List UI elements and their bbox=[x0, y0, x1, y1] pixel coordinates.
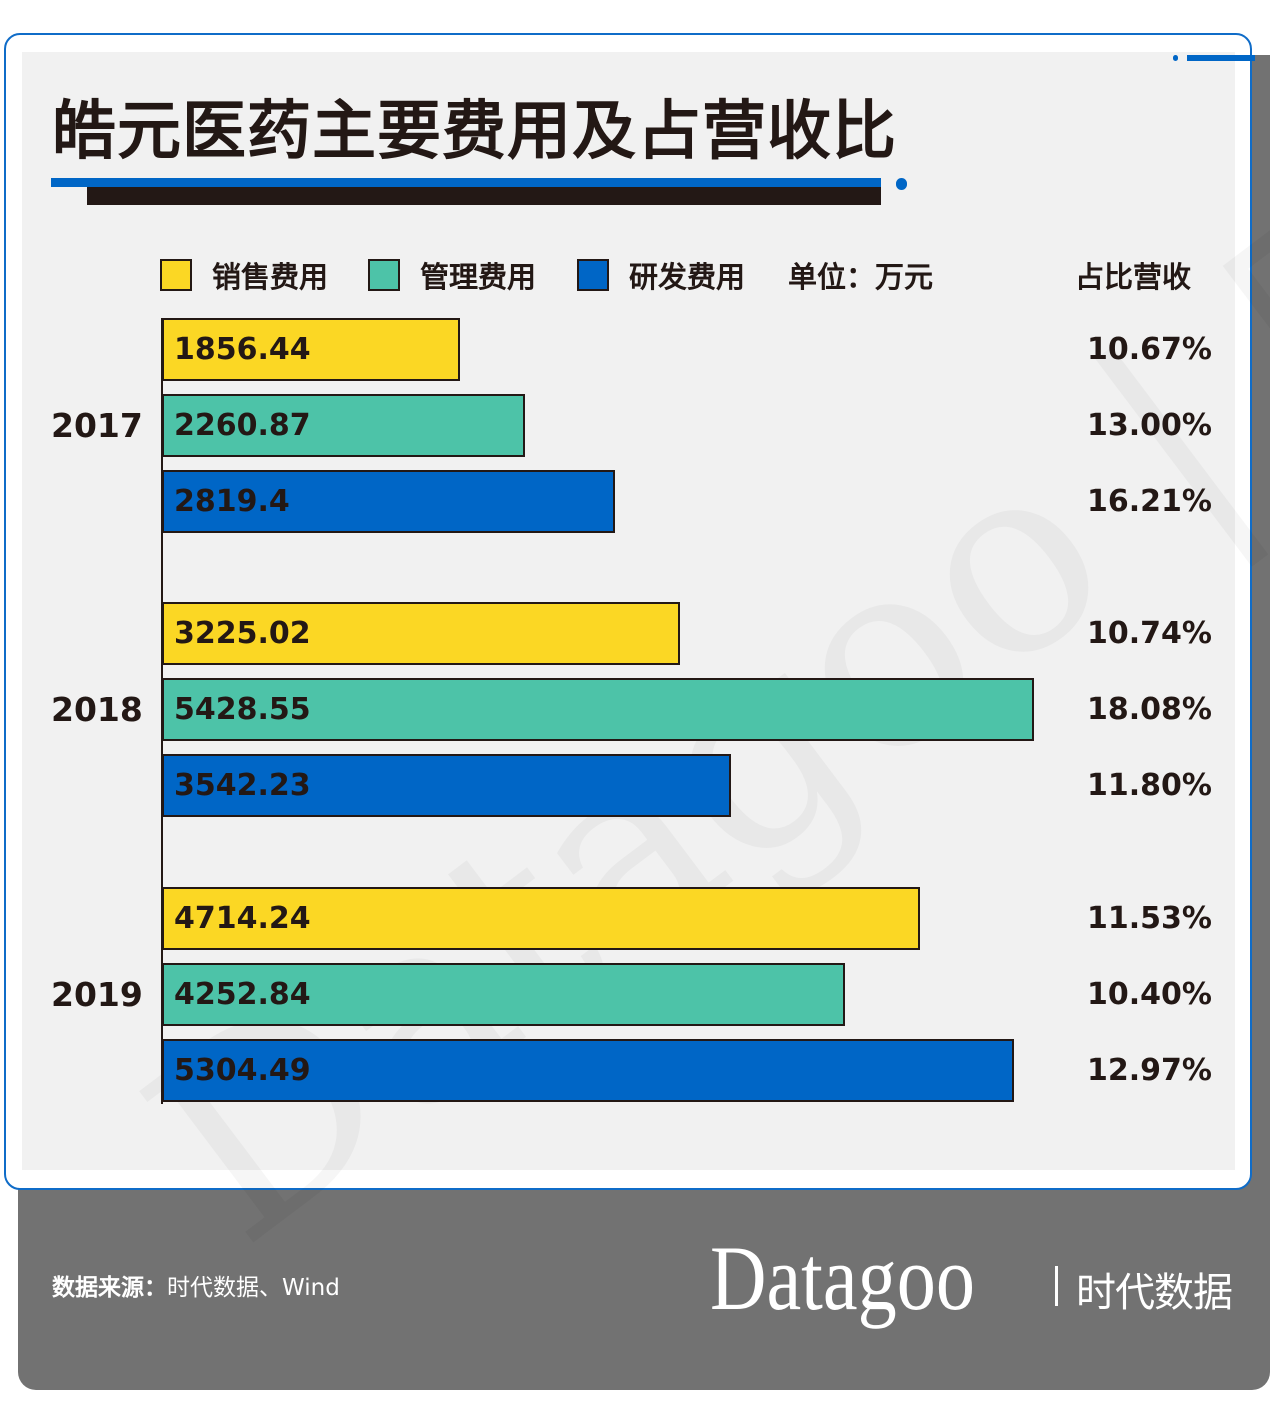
chart-title: 皓元医药主要费用及占营收比 bbox=[52, 95, 897, 169]
ratio-label-admin-2019: 10.40% bbox=[1087, 977, 1212, 1012]
bar-sales-2019 bbox=[162, 887, 920, 950]
corner-dot-decoration bbox=[1173, 55, 1178, 61]
ratio-header-label: 占比营收 bbox=[1075, 260, 1192, 294]
year-label-2017: 2017 bbox=[51, 406, 143, 445]
legend-item-sales: 销售费用 bbox=[160, 255, 328, 295]
ratio-label-sales-2017: 10.67% bbox=[1087, 332, 1212, 367]
ratio-label-rd-2018: 11.80% bbox=[1087, 768, 1212, 803]
title-underline-black bbox=[87, 187, 881, 205]
year-label-2019: 2019 bbox=[51, 975, 143, 1014]
ratio-label-rd-2017: 16.21% bbox=[1087, 484, 1212, 519]
year-label-2018: 2018 bbox=[51, 690, 143, 729]
legend-swatch-admin bbox=[368, 259, 400, 291]
legend-item-admin: 管理费用 bbox=[368, 255, 536, 295]
title-underline-blue bbox=[51, 178, 881, 187]
bar-value-label-rd-2018: 3542.23 bbox=[174, 768, 311, 803]
unit-label: 单位：万元 bbox=[788, 260, 934, 294]
corner-line-decoration bbox=[1187, 55, 1255, 61]
legend-item-rd: 研发费用 bbox=[577, 255, 745, 295]
bar-rd-2017 bbox=[162, 470, 615, 533]
ratio-label-sales-2019: 11.53% bbox=[1087, 901, 1212, 936]
legend-unit: 单位：万元 bbox=[788, 255, 933, 295]
ratio-label-sales-2018: 10.74% bbox=[1087, 616, 1212, 651]
bar-sales-2018 bbox=[162, 602, 680, 665]
ratio-label-admin-2017: 13.00% bbox=[1087, 408, 1212, 443]
bar-value-label-sales-2019: 4714.24 bbox=[174, 901, 311, 936]
legend-swatch-sales bbox=[160, 259, 192, 291]
bar-rd-2018 bbox=[162, 754, 731, 817]
legend-label-admin: 管理费用 bbox=[420, 260, 537, 294]
title-dot bbox=[896, 178, 907, 190]
legend-label-rd: 研发费用 bbox=[629, 260, 746, 294]
bar-admin-2018 bbox=[162, 678, 1034, 741]
bar-value-label-sales-2017: 1856.44 bbox=[174, 332, 311, 367]
ratio-label-admin-2018: 18.08% bbox=[1087, 692, 1212, 727]
bar-admin-2019 bbox=[162, 963, 845, 1026]
legend-swatch-rd bbox=[577, 259, 609, 291]
logo-datagoo: Datagoo bbox=[710, 1227, 975, 1329]
data-source: 数据来源：时代数据、Wind bbox=[52, 1268, 340, 1302]
bar-value-label-rd-2019: 5304.49 bbox=[174, 1053, 311, 1088]
bar-value-label-rd-2017: 2819.4 bbox=[174, 484, 290, 519]
logo-separator bbox=[1055, 1266, 1058, 1306]
ratio-label-rd-2019: 12.97% bbox=[1087, 1053, 1212, 1088]
bar-value-label-admin-2018: 5428.55 bbox=[174, 692, 311, 727]
source-value: 时代数据、Wind bbox=[167, 1275, 340, 1301]
legend-label-sales: 销售费用 bbox=[212, 260, 329, 294]
source-label: 数据来源： bbox=[52, 1275, 167, 1301]
bar-rd-2019 bbox=[162, 1039, 1014, 1102]
bar-value-label-sales-2018: 3225.02 bbox=[174, 616, 311, 651]
bar-sales-2017 bbox=[162, 318, 460, 381]
logo-chinese: 时代数据 bbox=[1076, 1270, 1233, 1316]
bar-value-label-admin-2019: 4252.84 bbox=[174, 977, 311, 1012]
bar-value-label-admin-2017: 2260.87 bbox=[174, 408, 311, 443]
ratio-header: 占比营收 bbox=[1075, 255, 1191, 295]
bar-admin-2017 bbox=[162, 394, 525, 457]
